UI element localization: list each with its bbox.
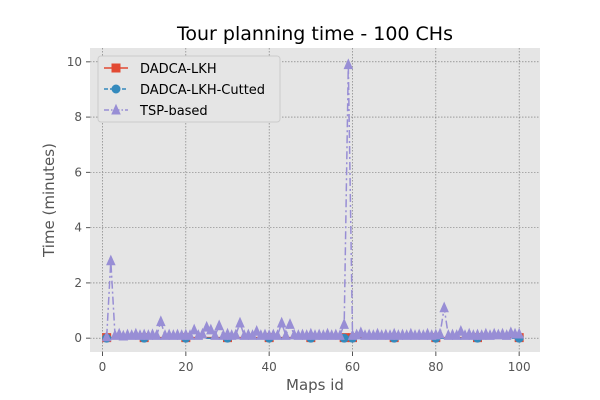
chart-title: Tour planning time - 100 CHs (176, 23, 453, 45)
legend-label: DADCA-LKH-Cutted (140, 83, 265, 98)
x-axis-label: Maps id (286, 376, 344, 394)
y-axis-label: Time (minutes) (40, 143, 58, 258)
data-point (439, 301, 449, 313)
legend-marker (111, 103, 121, 115)
data-point (206, 323, 216, 335)
data-point (214, 319, 224, 331)
data-point (185, 329, 195, 340)
legend-label: DADCA-LKH (140, 62, 217, 77)
data-point (285, 318, 295, 329)
data-point (235, 316, 245, 328)
data-point (151, 329, 162, 340)
data-point (197, 327, 208, 339)
legend-item: TSP-based (104, 103, 208, 119)
data-point (251, 325, 262, 336)
legend-label: TSP-based (139, 104, 208, 119)
data-point (106, 254, 116, 266)
x-tick-label: 80 (428, 360, 443, 374)
legend-marker (111, 63, 121, 73)
data-point (514, 327, 524, 339)
legend-item: DADCA-LKH (104, 62, 217, 77)
data-point (156, 315, 166, 327)
x-tick-label: 40 (262, 360, 277, 374)
legend-box (97, 55, 281, 123)
data-point (189, 323, 199, 335)
y-tick-label: 8 (74, 110, 82, 124)
y-tick-label: 0 (74, 331, 82, 345)
data-point (435, 327, 445, 339)
y-tick-label: 4 (74, 221, 82, 235)
y-tick-label: 10 (67, 55, 82, 69)
x-tick-label: 20 (178, 360, 193, 374)
data-point (339, 318, 349, 329)
data-point (335, 329, 345, 340)
legend: DADCA-LKH DADCA-LKH-Cutted TSP-based (97, 55, 281, 123)
data-point (276, 316, 287, 328)
y-axis-ticks: 0 2 4 6 8 10 (67, 55, 90, 345)
x-tick-label: 60 (345, 360, 360, 374)
y-tick-label: 6 (74, 165, 82, 179)
x-tick-label: 0 (99, 360, 107, 374)
data-point (281, 329, 291, 340)
series-tsp-based (101, 58, 524, 342)
data-point (456, 325, 466, 336)
legend-item: DADCA-LKH-Cutted (104, 83, 265, 98)
data-point (101, 330, 112, 342)
series-layer (101, 58, 524, 343)
data-point (343, 58, 354, 70)
x-tick-label: 100 (508, 360, 531, 374)
legend-marker (111, 84, 121, 94)
x-axis-ticks: 0 20 40 60 80 100 (99, 352, 531, 374)
data-point (210, 329, 220, 340)
data-point (272, 329, 283, 340)
data-point (231, 328, 241, 340)
y-tick-label: 2 (74, 276, 82, 290)
